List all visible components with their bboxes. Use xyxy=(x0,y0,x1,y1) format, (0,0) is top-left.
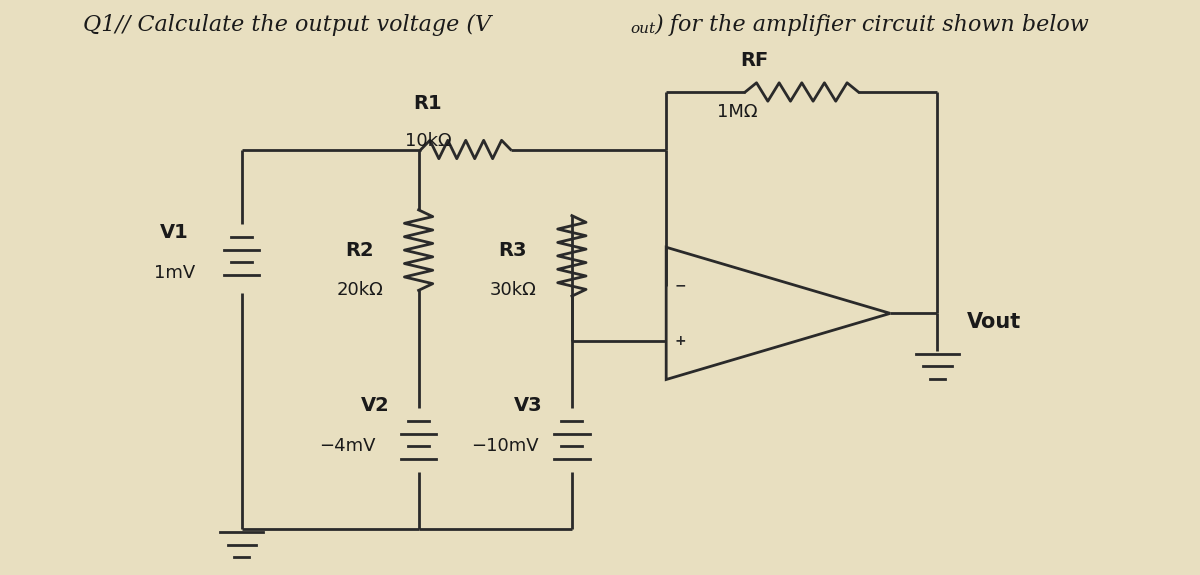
Text: ) for the amplifier circuit shown below: ) for the amplifier circuit shown below xyxy=(654,14,1090,36)
Text: 10kΩ: 10kΩ xyxy=(404,132,451,150)
Text: Vout: Vout xyxy=(967,312,1021,332)
Text: V3: V3 xyxy=(514,396,542,415)
Text: 30kΩ: 30kΩ xyxy=(490,281,536,300)
Text: −4mV: −4mV xyxy=(319,436,376,455)
Text: RF: RF xyxy=(740,51,769,70)
Text: 20kΩ: 20kΩ xyxy=(336,281,383,300)
Text: V2: V2 xyxy=(360,396,389,415)
Text: R2: R2 xyxy=(346,240,374,260)
Text: −10mV: −10mV xyxy=(470,436,539,455)
Text: V1: V1 xyxy=(160,223,188,243)
Text: R1: R1 xyxy=(414,94,443,113)
Text: Q1// Calculate the output voltage (V: Q1// Calculate the output voltage (V xyxy=(83,14,491,36)
Text: 1MΩ: 1MΩ xyxy=(716,103,757,121)
Text: R3: R3 xyxy=(499,240,527,260)
Text: −: − xyxy=(674,279,686,293)
Text: 1mV: 1mV xyxy=(154,264,196,282)
Text: out: out xyxy=(631,22,656,36)
Text: +: + xyxy=(674,334,686,348)
